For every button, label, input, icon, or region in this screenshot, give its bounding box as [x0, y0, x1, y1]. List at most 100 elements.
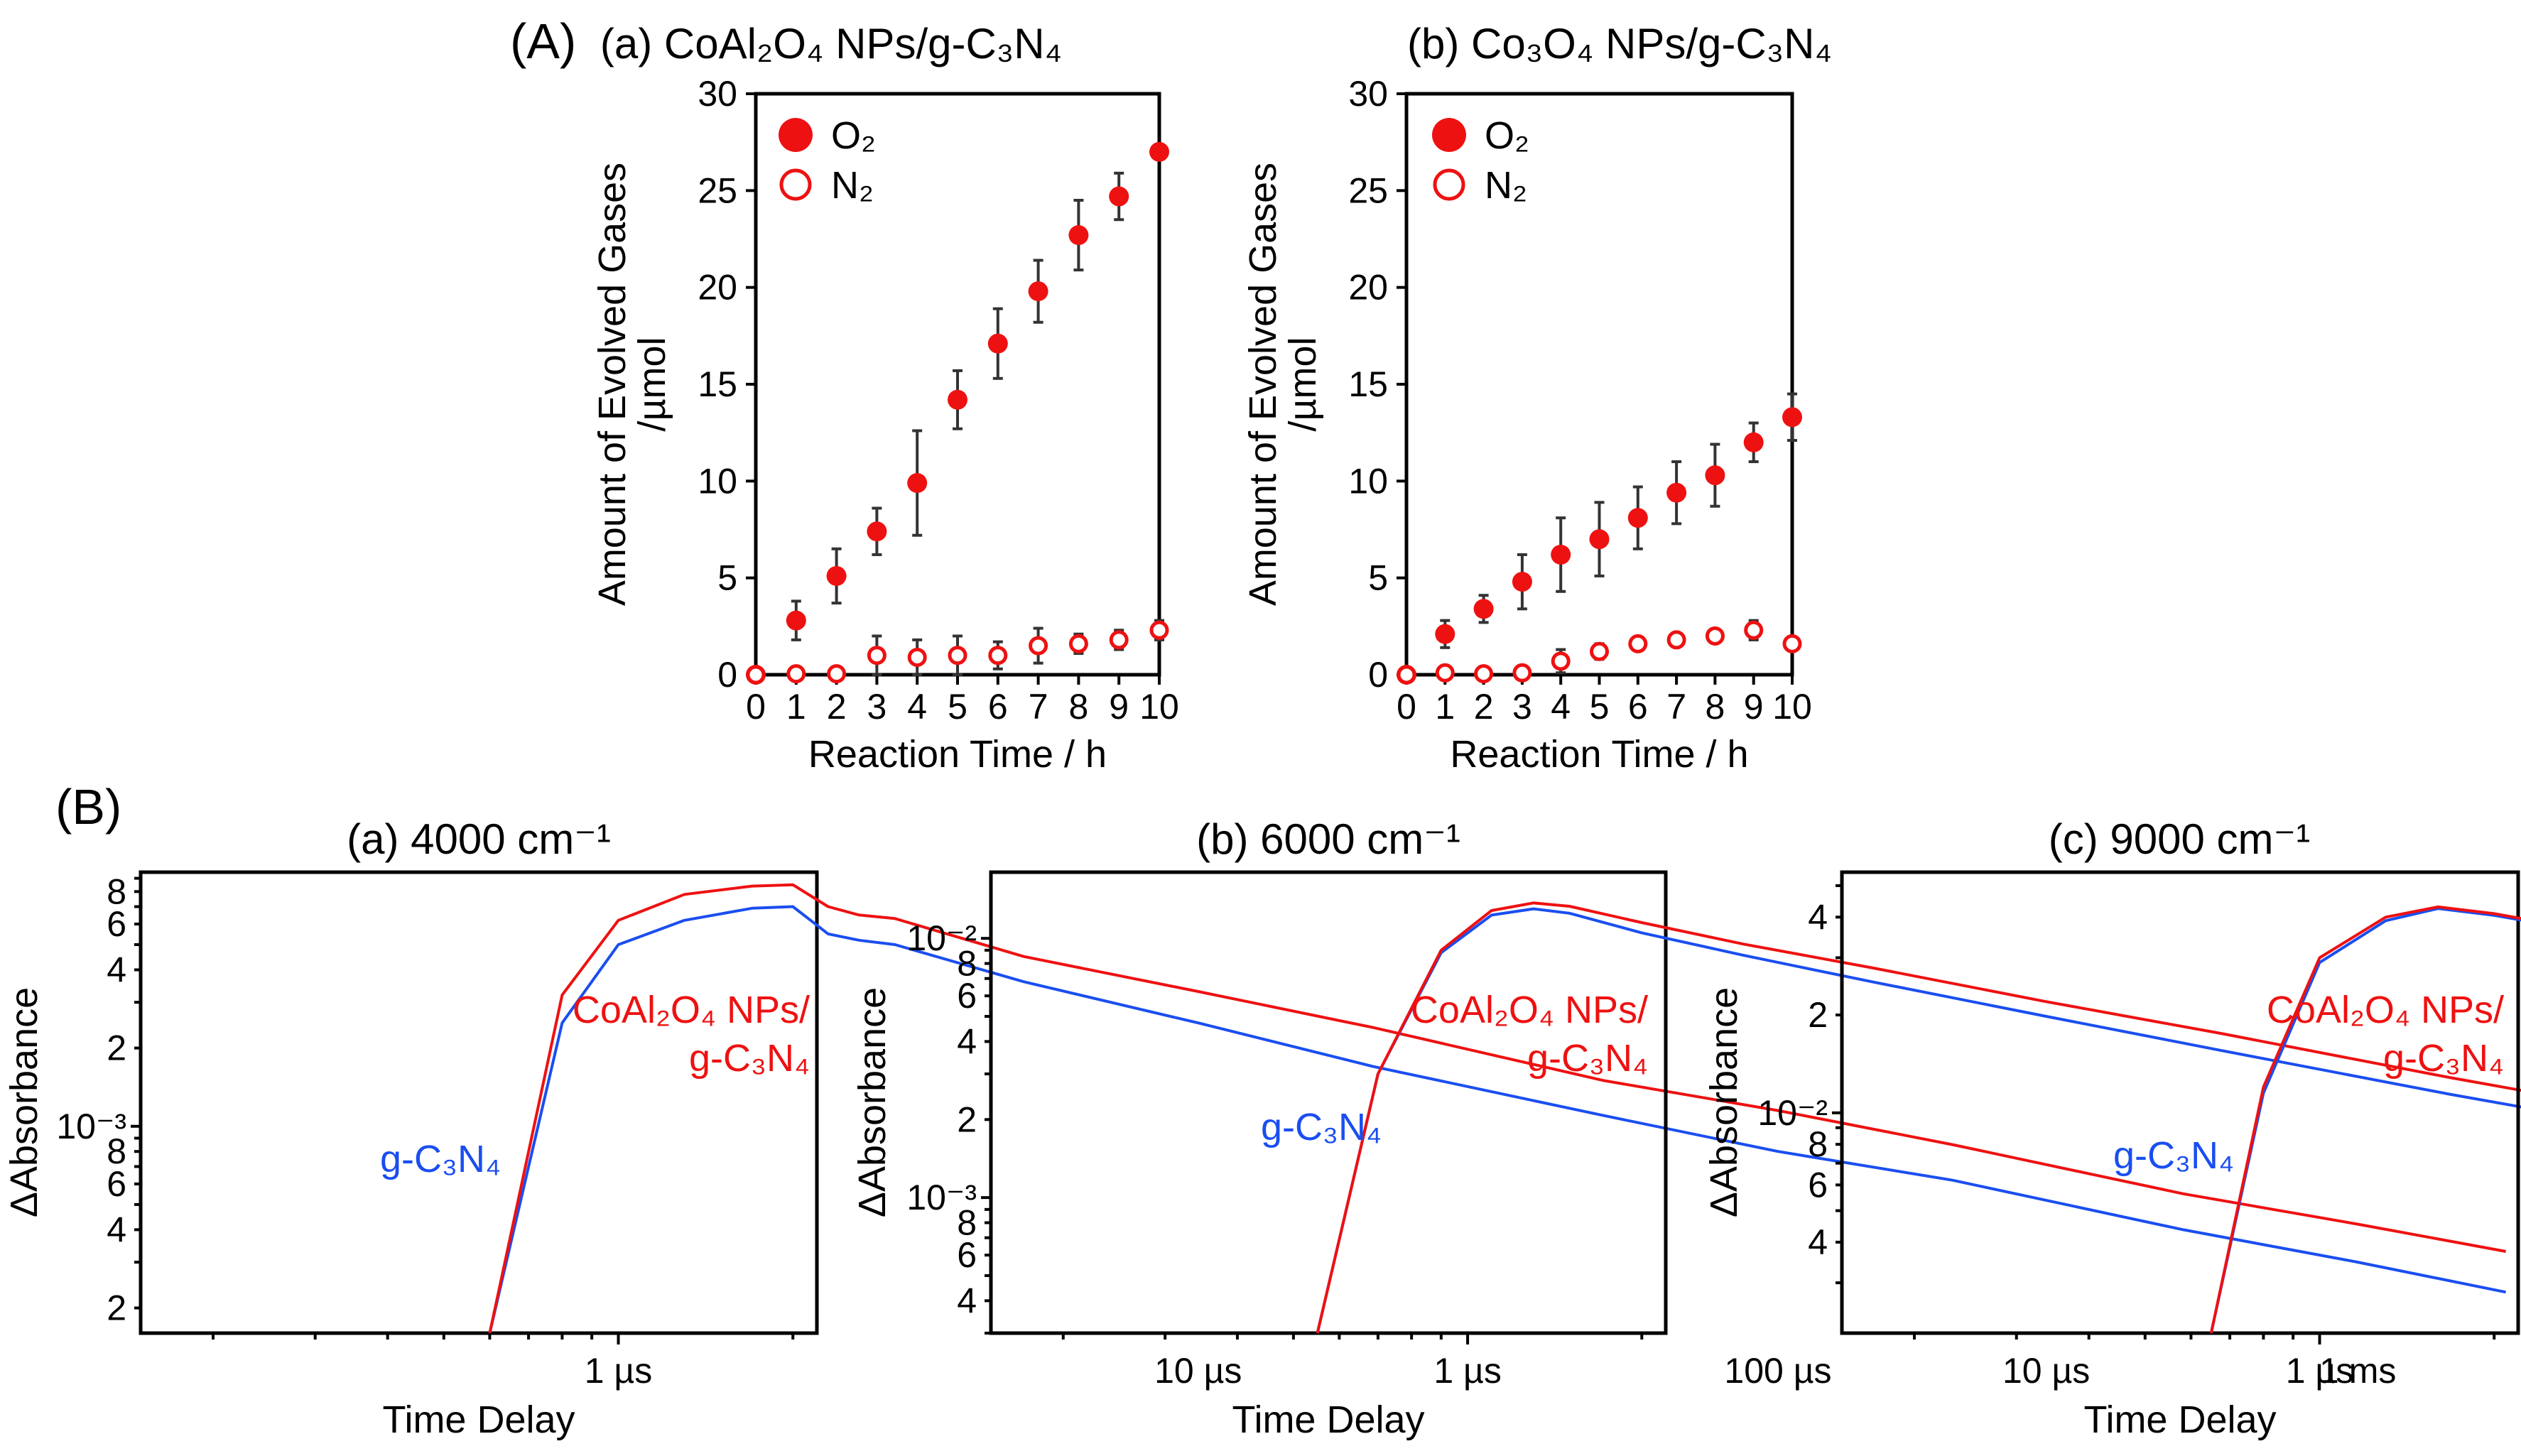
data-point-n2	[746, 665, 766, 685]
annotation-coal2o4-sub: g-C₃N₄	[689, 1037, 810, 1080]
legend-label-o2: O₂	[831, 114, 876, 157]
plot-frame	[139, 870, 819, 1335]
annotation-gc3n4: g-C₃N₄	[1261, 1106, 1382, 1148]
y-tick-label: 30	[1348, 74, 1388, 114]
y-tick-label: 25	[698, 170, 737, 210]
y-tick-label: 20	[1348, 268, 1388, 308]
data-point-n2	[1705, 626, 1725, 646]
x-tick-label: 6	[1628, 687, 1648, 727]
x-tick-label: 10	[1139, 687, 1179, 727]
data-point-o2	[867, 521, 887, 542]
chart-title: (a) 4000 cm⁻¹	[347, 815, 611, 863]
panel-label-B: (B)	[55, 779, 121, 835]
y-tick-label: 4	[1808, 897, 1828, 937]
x-tick-label: 1 µs	[1433, 1351, 1502, 1391]
y-axis-label: Amount of Evolved Gases	[591, 163, 634, 606]
data-point-o2	[1512, 572, 1532, 592]
chart-title: (a) CoAl₂O₄ NPs/g-C₃N₄	[600, 20, 1062, 67]
y-tick-label: 20	[698, 268, 737, 308]
y-tick-label: 15	[698, 364, 737, 404]
legend-label-n2: N₂	[831, 164, 874, 207]
x-tick-label: 3	[867, 687, 887, 727]
y-tick-label: 2	[107, 1028, 126, 1068]
data-point-o2	[1473, 599, 1494, 619]
data-point-o2	[826, 565, 847, 586]
y-tick-label: 4	[107, 1210, 126, 1249]
y-tick-label: 6	[957, 976, 977, 1016]
y-axis-label: Amount of Evolved Gases	[1242, 163, 1284, 606]
data-point-n2	[1744, 620, 1764, 640]
data-point-n2	[1068, 634, 1088, 653]
y-tick-label: 8	[107, 871, 126, 911]
x-axis-label: Time Delay	[2083, 1398, 2276, 1441]
y-axis-label: ΔAbsorbance	[1703, 987, 1745, 1217]
y-tick-label: 8	[1808, 1124, 1828, 1164]
x-tick-label: 4	[1551, 687, 1571, 727]
data-point-n2	[786, 664, 806, 684]
data-point-o2	[948, 389, 967, 410]
series-line-gc3n4	[488, 905, 2506, 1334]
y-tick-label: 10⁻³	[906, 1178, 977, 1217]
x-tick-label: 0	[746, 687, 766, 727]
data-point-o2	[1109, 186, 1129, 207]
annotation-coal2o4: CoAl₂O₄ NPs/	[1411, 989, 1648, 1031]
x-tick-label: 5	[948, 687, 967, 727]
data-point-n2	[948, 646, 967, 665]
y-tick-label: 10⁻²	[906, 918, 977, 958]
x-tick-label: 3	[1512, 687, 1532, 727]
y-tick-label: 10	[1348, 461, 1388, 501]
legend-label-n2: N₂	[1485, 164, 1527, 207]
data-point-o2	[907, 473, 928, 494]
data-point-n2	[1397, 665, 1416, 685]
data-point-o2	[1666, 482, 1687, 503]
data-point-n2	[1474, 664, 1494, 684]
y-tick-label: 10⁻³	[56, 1107, 126, 1146]
data-point-o2	[1589, 529, 1610, 550]
data-point-n2	[1590, 641, 1609, 661]
x-tick-label: 4	[907, 687, 927, 727]
chart-title: (c) 9000 cm⁻¹	[2049, 815, 2310, 863]
annotation-coal2o4-sub: g-C₃N₄	[2383, 1037, 2504, 1080]
data-point-o2	[1705, 465, 1725, 486]
y-tick-label: 2	[957, 1099, 977, 1139]
y-tick-label: 25	[1348, 170, 1388, 210]
data-point-o2	[1551, 544, 1571, 565]
data-point-o2	[1068, 225, 1089, 246]
legend-marker-o2	[779, 118, 813, 152]
x-tick-label: 8	[1705, 687, 1725, 727]
x-tick-label: 9	[1744, 687, 1764, 727]
panel-label-A: (A)	[510, 13, 576, 69]
series-line-gc3n4	[2209, 907, 2521, 1334]
y-tick-label: 6	[107, 904, 126, 944]
y-axis-label: ΔAbsorbance	[3, 987, 45, 1217]
series-line-coal2o4	[1316, 901, 2521, 1334]
y-tick-label: 6	[1808, 1165, 1828, 1205]
x-tick-label: 10 µs	[2002, 1351, 2090, 1391]
y-tick-label: 0	[1368, 655, 1388, 695]
data-point-o2	[1435, 624, 1455, 644]
y-tick-label: 15	[1348, 364, 1388, 404]
data-point-o2	[786, 610, 806, 631]
y-tick-label: 4	[957, 1281, 977, 1320]
chart-title: (b) Co₃O₄ NPs/g-C₃N₄	[1407, 20, 1832, 67]
plot-frame	[989, 870, 1668, 1335]
data-point-n2	[1628, 634, 1648, 653]
y-axis-unit: /µmol	[631, 337, 673, 431]
x-tick-label: 7	[1666, 687, 1686, 727]
annotation-coal2o4: CoAl₂O₄ NPs/	[2267, 989, 2504, 1031]
series-line-coal2o4	[488, 883, 2506, 1334]
data-point-o2	[1149, 141, 1169, 162]
y-tick-label: 8	[107, 1131, 126, 1171]
x-tick-label: 2	[827, 687, 847, 727]
y-axis-label: ΔAbsorbance	[851, 987, 894, 1217]
x-tick-label: 9	[1109, 687, 1129, 727]
data-point-o2	[1028, 281, 1048, 302]
data-point-n2	[1029, 636, 1048, 656]
data-point-n2	[1149, 620, 1169, 640]
y-tick-label: 5	[1368, 558, 1388, 598]
data-point-o2	[1743, 432, 1764, 452]
